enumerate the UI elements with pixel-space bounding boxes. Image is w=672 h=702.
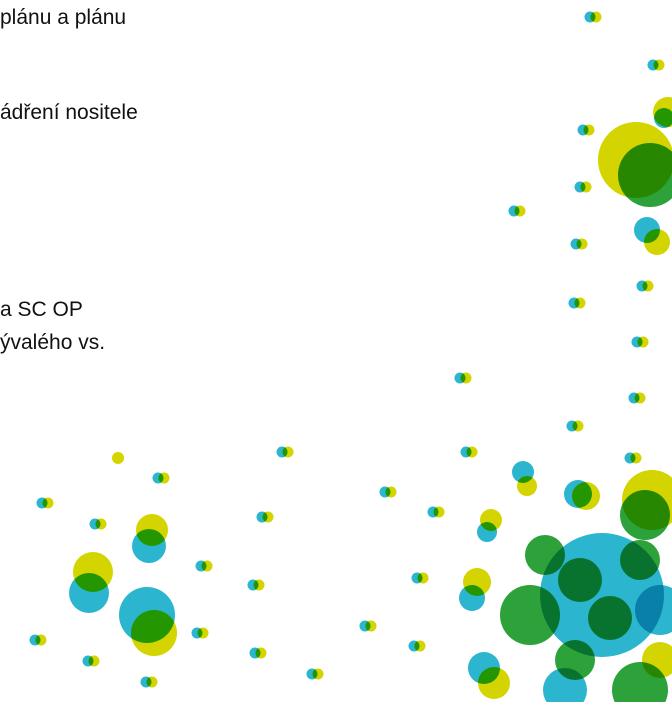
text-line: a SC OP: [0, 298, 83, 321]
text-line: ývalého vs.: [0, 331, 106, 354]
text-line: ádření nositele: [0, 101, 138, 124]
text-line: plánu a plánu: [0, 6, 127, 29]
dots: [29, 11, 665, 688]
bubbles: [69, 97, 672, 702]
